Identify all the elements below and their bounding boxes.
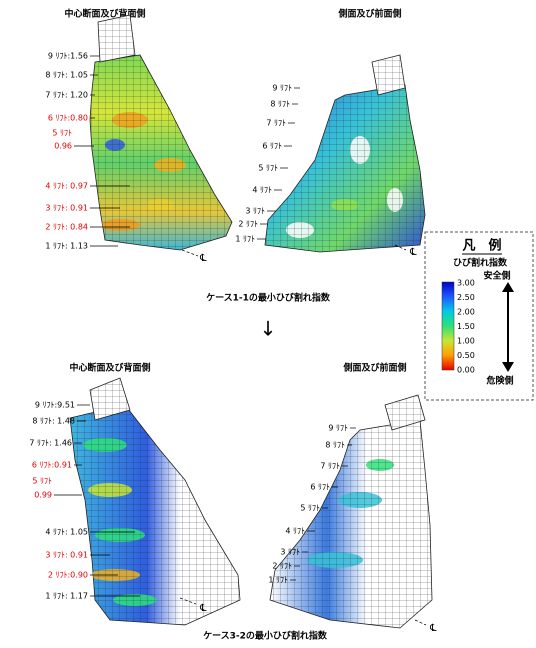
mesh — [70, 405, 240, 625]
panel: 中心断面及び背面側 9 ﾘﾌﾄ:9.51 8 ﾘﾌﾄ: 1.48 7 ﾘﾌﾄ: 1.4… — [29, 362, 240, 626]
legend-safe: 安全側 — [483, 270, 510, 282]
lift-label: 7 ﾘﾌﾄ: 1.20 — [45, 91, 88, 100]
centerline-line — [182, 250, 198, 256]
panel: 側面及び前面側 9 ﾘﾌﾄ 8 ﾘﾌﾄ 7 ﾘﾌﾄ 6 ﾘﾌﾄ 5 ﾘﾌﾄ 4 ﾘﾌﾄ 3 ﾘ… — [235, 8, 425, 259]
lift-label: 2 ﾘﾌﾄ — [238, 220, 258, 229]
lift-label: 0.96 — [54, 142, 72, 151]
legend-subtitle: ひび割れ指数 — [453, 257, 508, 269]
legend-tick: 1.00 — [457, 337, 475, 346]
panel-title: 中心断面及び背面側 — [64, 8, 145, 20]
lift-label: 2 ﾘﾌﾄ — [272, 562, 292, 571]
color-bar — [442, 282, 454, 370]
legend: 凡 例 ひび割れ指数 安全側 危険側 3.00 2.50 2.00 1.50 1.00 0… — [425, 232, 533, 400]
panel-title: 中心断面及び背面側 — [69, 362, 150, 374]
lift-label: 2 ﾘﾌﾄ: 0.84 — [45, 223, 88, 232]
down-arrow: ↓ — [260, 317, 277, 341]
lift-label: 1 ﾘﾌﾄ: 1.17 — [45, 592, 88, 601]
lift-label: 3 ﾘﾌﾄ: 0.91 — [45, 551, 88, 560]
legend-tick: 1.50 — [457, 322, 475, 331]
lift-label: 5 ﾘﾌﾄ — [52, 129, 72, 138]
lift-label: 8 ﾘﾌﾄ — [270, 100, 290, 109]
lift-label: 5 ﾘﾌﾄ — [32, 477, 52, 486]
tower-mesh — [372, 55, 405, 95]
centerline-mark: ℄ — [199, 603, 207, 614]
lift-label: 7 ﾘﾌﾄ: 1.46 — [29, 439, 72, 448]
lift-label: 9 ﾘﾌﾄ — [328, 424, 348, 433]
lift-label: 4 ﾘﾌﾄ — [285, 527, 305, 536]
lift-label: 6 ﾘﾌﾄ — [310, 483, 330, 492]
lift-label: 1 ﾘﾌﾄ — [268, 576, 288, 585]
figure: 中心断面及び背面側 9 ﾘﾌﾄ:1.56 8 ﾘﾌﾄ: 1.05 7 ﾘﾌﾄ: 1.2… — [0, 0, 536, 644]
tower-mesh — [98, 15, 135, 62]
lift-label: 0.99 — [34, 491, 52, 500]
lift-label: 1 ﾘﾌﾄ: 1.13 — [45, 242, 88, 251]
lift-label: 8 ﾘﾌﾄ: 1.05 — [45, 71, 88, 80]
lift-label: 3 ﾘﾌﾄ — [280, 548, 300, 557]
caption: ケース3-2の最小ひび割れ指数 — [203, 630, 328, 642]
lift-label: 6 ﾘﾌﾄ — [262, 142, 282, 151]
lift-label: 1 ﾘﾌﾄ — [235, 235, 255, 244]
lift-label: 3 ﾘﾌﾄ: 0.91 — [45, 204, 88, 213]
legend-tick: 2.00 — [457, 308, 475, 317]
legend-title: 凡 例 — [462, 238, 501, 254]
lift-label: 9 ﾘﾌﾄ:1.56 — [48, 52, 88, 61]
lift-label: 7 ﾘﾌﾄ — [266, 119, 286, 128]
caption: ケース1-1の最小ひび割れ指数 — [206, 292, 331, 304]
centerline-mark: ℄ — [199, 253, 207, 264]
lift-label: 6 ﾘﾌﾄ:0.80 — [48, 114, 88, 123]
panel: 側面及び前面側 9 ﾘﾌﾄ 8 ﾘﾌﾄ 7 ﾘﾌﾄ 6 ﾘﾌﾄ 5 ﾘﾌﾄ 4 ﾘﾌﾄ 3 ﾘ… — [268, 362, 437, 635]
centerline-mark: ℄ — [409, 247, 417, 258]
lift-label: 6 ﾘﾌﾄ:0.91 — [32, 461, 72, 470]
mesh — [90, 55, 232, 250]
panel: 中心断面及び背面側 9 ﾘﾌﾄ:1.56 8 ﾘﾌﾄ: 1.05 7 ﾘﾌﾄ: 1.2… — [45, 8, 232, 265]
lift-label: 9 ﾘﾌﾄ — [272, 84, 292, 93]
legend-tick: 0.50 — [457, 351, 475, 360]
mesh — [270, 420, 432, 628]
centerline-mark: ℄ — [429, 623, 437, 634]
lift-label: 8 ﾘﾌﾄ — [325, 441, 345, 450]
legend-tick: 3.00 — [457, 279, 475, 288]
lift-label: 4 ﾘﾌﾄ: 0.97 — [45, 182, 88, 191]
mesh — [265, 85, 425, 252]
lift-label: 8 ﾘﾌﾄ: 1.48 — [32, 417, 75, 426]
lift-label: 7 ﾘﾌﾄ — [320, 462, 340, 471]
lift-label: 5 ﾘﾌﾄ — [300, 504, 320, 513]
panel-title: 側面及び前面側 — [337, 8, 401, 20]
lift-label: 4 ﾘﾌﾄ: 1.05 — [45, 528, 88, 537]
lift-label: 4 ﾘﾌﾄ — [252, 186, 272, 195]
legend-danger: 危険側 — [485, 375, 513, 387]
lift-label: 2 ﾘﾌﾄ:0.90 — [48, 571, 88, 580]
legend-tick: 0.00 — [457, 366, 475, 375]
panel-title: 側面及び前面側 — [342, 362, 406, 374]
centerline-line — [415, 620, 426, 625]
legend-box — [425, 232, 533, 400]
legend-tick: 2.50 — [457, 293, 475, 302]
lift-label: 9 ﾘﾌﾄ:9.51 — [35, 401, 75, 410]
lift-label: 3 ﾘﾌﾄ — [245, 207, 265, 216]
lift-label: 5 ﾘﾌﾄ — [258, 164, 278, 173]
